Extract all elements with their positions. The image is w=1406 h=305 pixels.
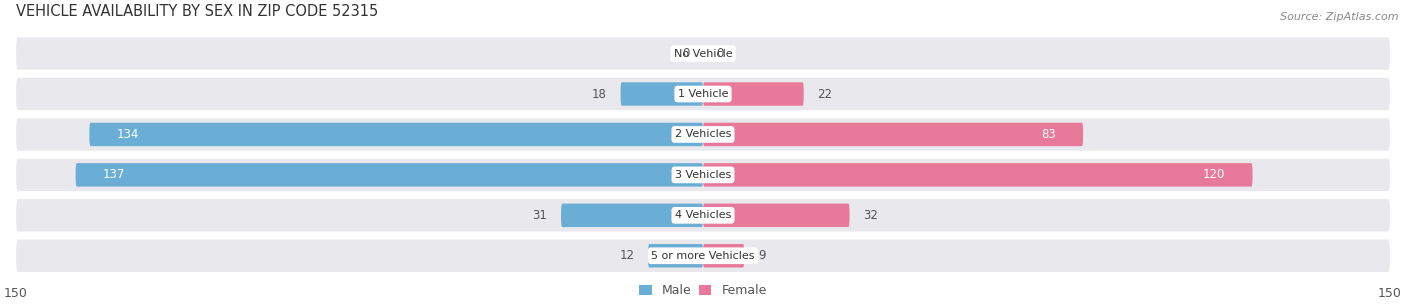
FancyBboxPatch shape [703, 204, 849, 227]
Text: 134: 134 [117, 128, 139, 141]
Legend: Male, Female: Male, Female [634, 279, 772, 303]
FancyBboxPatch shape [703, 163, 1253, 187]
Text: No Vehicle: No Vehicle [673, 48, 733, 59]
Text: VEHICLE AVAILABILITY BY SEX IN ZIP CODE 52315: VEHICLE AVAILABILITY BY SEX IN ZIP CODE … [15, 4, 378, 19]
FancyBboxPatch shape [76, 163, 703, 187]
Text: 22: 22 [817, 88, 832, 101]
FancyBboxPatch shape [620, 82, 703, 106]
FancyBboxPatch shape [15, 38, 1391, 70]
Text: 120: 120 [1202, 168, 1225, 181]
FancyBboxPatch shape [90, 123, 703, 146]
Text: 137: 137 [103, 168, 125, 181]
Text: 32: 32 [863, 209, 879, 222]
FancyBboxPatch shape [15, 240, 1391, 272]
Text: 5 or more Vehicles: 5 or more Vehicles [651, 251, 755, 261]
Text: Source: ZipAtlas.com: Source: ZipAtlas.com [1281, 12, 1399, 22]
Text: 2 Vehicles: 2 Vehicles [675, 129, 731, 139]
Text: 12: 12 [619, 249, 634, 262]
FancyBboxPatch shape [648, 244, 703, 267]
Text: 4 Vehicles: 4 Vehicles [675, 210, 731, 220]
FancyBboxPatch shape [703, 82, 804, 106]
FancyBboxPatch shape [703, 123, 1083, 146]
FancyBboxPatch shape [15, 159, 1391, 191]
Text: 1 Vehicle: 1 Vehicle [678, 89, 728, 99]
FancyBboxPatch shape [561, 204, 703, 227]
FancyBboxPatch shape [15, 78, 1391, 110]
Text: 83: 83 [1040, 128, 1056, 141]
Text: 9: 9 [758, 249, 765, 262]
FancyBboxPatch shape [703, 244, 744, 267]
FancyBboxPatch shape [15, 118, 1391, 151]
Text: 31: 31 [533, 209, 547, 222]
Text: 18: 18 [592, 88, 607, 101]
FancyBboxPatch shape [15, 199, 1391, 231]
Text: 0: 0 [682, 47, 689, 60]
Text: 0: 0 [717, 47, 724, 60]
Text: 3 Vehicles: 3 Vehicles [675, 170, 731, 180]
